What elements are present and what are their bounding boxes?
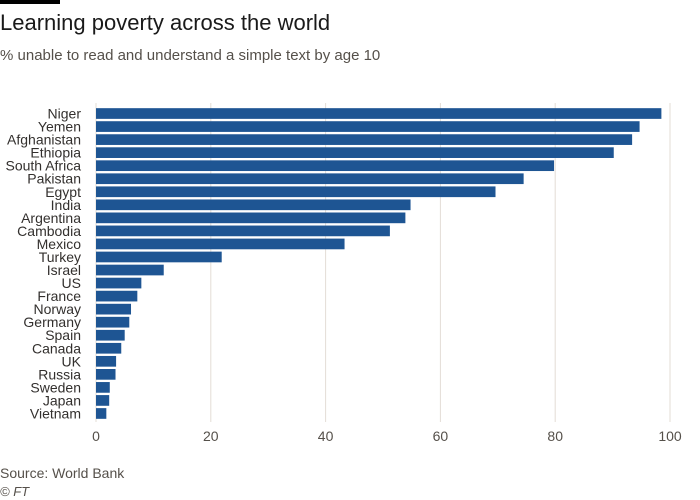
chart-title: Learning poverty across the world bbox=[0, 10, 331, 35]
bar-norway bbox=[96, 303, 132, 315]
bar-uk bbox=[96, 355, 117, 367]
category-label: Japan bbox=[43, 392, 81, 408]
category-label: UK bbox=[62, 353, 82, 369]
chart-subtitle: % unable to read and understand a simple… bbox=[0, 47, 381, 64]
category-label: Norway bbox=[34, 301, 81, 317]
category-label: Afghanistan bbox=[7, 132, 81, 148]
bar-japan bbox=[96, 395, 110, 406]
bar-us bbox=[96, 277, 142, 289]
x-tick-label: 100 bbox=[658, 428, 682, 444]
category-label: Mexico bbox=[37, 236, 82, 252]
category-label: US bbox=[62, 275, 81, 291]
category-label: Vietnam bbox=[30, 405, 81, 421]
bar-egypt bbox=[96, 186, 496, 198]
bars bbox=[96, 108, 662, 419]
bar-pakistan bbox=[96, 173, 524, 185]
bar-vietnam bbox=[96, 408, 107, 419]
bar-india bbox=[96, 199, 411, 211]
bar-cambodia bbox=[96, 225, 390, 237]
x-axis-ticks: 0 20 40 60 80 100 bbox=[92, 428, 682, 444]
bar-afghanistan bbox=[96, 134, 633, 145]
bar-canada bbox=[96, 342, 122, 354]
category-label: Canada bbox=[32, 340, 81, 356]
bar-germany bbox=[96, 316, 130, 328]
category-label: Cambodia bbox=[17, 223, 81, 239]
bar-argentina bbox=[96, 212, 406, 224]
bar-france bbox=[96, 290, 138, 302]
category-label: Pakistan bbox=[27, 171, 81, 187]
category-label: India bbox=[51, 197, 82, 213]
x-tick-label: 0 bbox=[92, 428, 100, 444]
bar-israel bbox=[96, 264, 164, 276]
bar-niger bbox=[96, 108, 662, 119]
category-label: Yemen bbox=[38, 119, 81, 135]
copyright-credit: © FT bbox=[0, 484, 30, 499]
bar-ethiopia bbox=[96, 147, 614, 158]
category-label: Turkey bbox=[39, 249, 81, 265]
bar-yemen bbox=[96, 121, 640, 132]
category-label: Ethiopia bbox=[30, 145, 81, 161]
category-label: Spain bbox=[45, 327, 81, 343]
source-note: Source: World Bank bbox=[0, 465, 125, 481]
category-label: Niger bbox=[48, 106, 82, 122]
category-label: Argentina bbox=[21, 210, 81, 226]
x-tick-label: 20 bbox=[203, 428, 219, 444]
category-label: Egypt bbox=[45, 184, 81, 200]
bar-sweden bbox=[96, 382, 110, 393]
category-label: Israel bbox=[47, 262, 81, 278]
category-label: Russia bbox=[38, 366, 81, 382]
x-tick-label: 40 bbox=[318, 428, 334, 444]
category-label: South Africa bbox=[6, 158, 82, 174]
bar-turkey bbox=[96, 251, 222, 263]
x-tick-label: 80 bbox=[547, 428, 563, 444]
bar-south-africa bbox=[96, 160, 555, 172]
category-label: Germany bbox=[23, 314, 81, 330]
bar-russia bbox=[96, 369, 116, 380]
x-tick-label: 60 bbox=[433, 428, 449, 444]
header-accent-bar bbox=[0, 0, 60, 4]
category-label: Sweden bbox=[30, 379, 81, 395]
category-label: France bbox=[37, 288, 81, 304]
bar-mexico bbox=[96, 238, 345, 250]
bar-spain bbox=[96, 329, 125, 341]
